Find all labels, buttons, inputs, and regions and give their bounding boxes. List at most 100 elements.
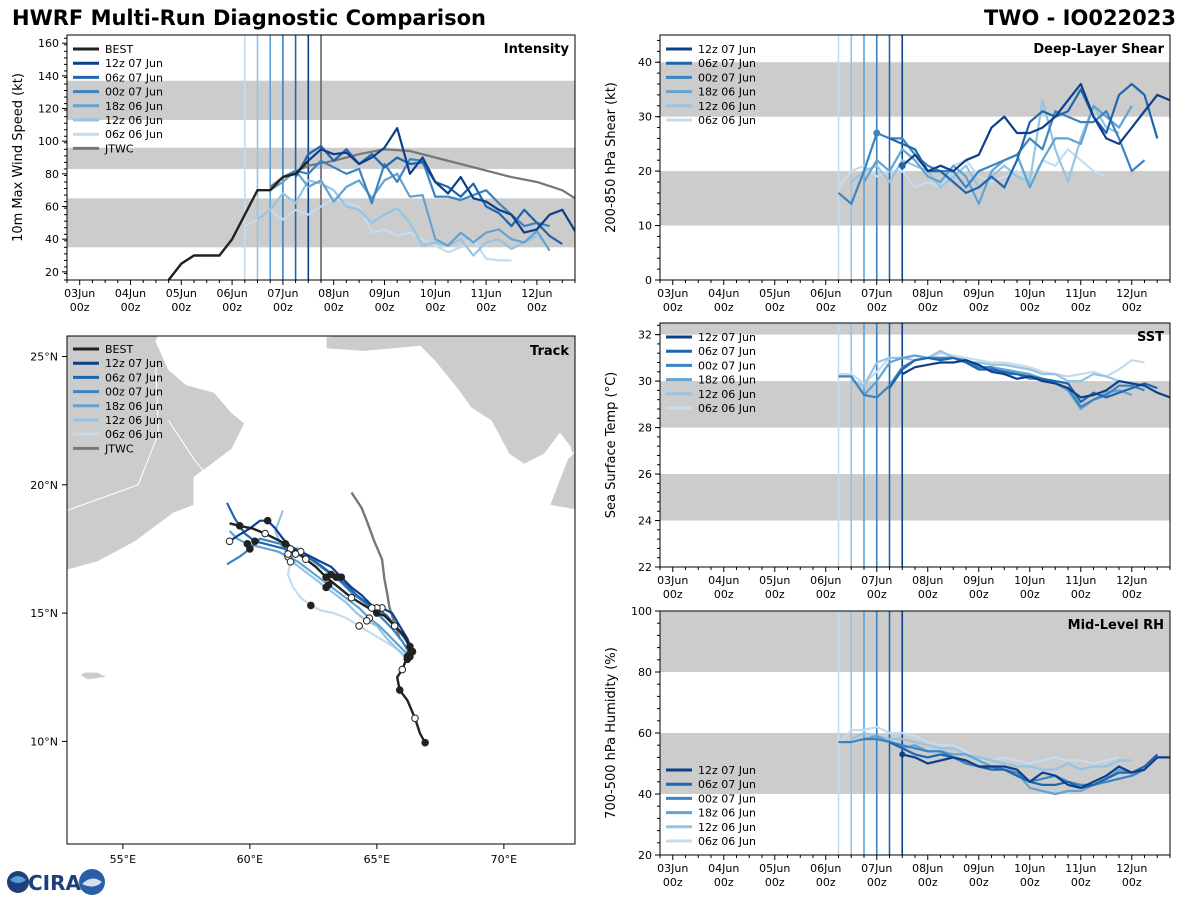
x-tick-label-line2: 00z [1020,301,1040,314]
x-tick-label: 05Jun [759,287,790,300]
shaded-band [660,323,1170,335]
init-marker [873,129,881,137]
x-tick-label-line2: 00z [1071,876,1091,889]
x-tick-label: 06Jun [217,287,248,300]
best-track-marker [347,593,356,602]
series-line [244,197,512,262]
forecast-track [228,519,414,652]
best-track-marker [421,738,429,747]
legend-label: 06z 07 Jun [105,371,163,384]
track-marker [291,550,300,558]
map-area [67,336,575,844]
x-tick-label-line2: 00z [969,301,989,314]
legend-label: 00z 07 Jun [105,386,163,399]
best-track-marker [322,573,330,581]
track-marker [322,583,330,592]
series-line [850,731,1132,771]
legend-label: 12z 07 Jun [105,57,163,70]
track-marker [284,550,292,558]
y-tick-label: 100 [38,135,59,148]
y-tick-label: 24 [638,515,652,528]
x-tick-label-line2: 00z [663,588,683,601]
x-tick-label: 04Jun [708,287,739,300]
forecast-track [228,530,411,658]
legend-label: 12z 07 Jun [698,43,756,56]
border-line [67,366,159,511]
x-tick-label: 12Jun [1116,574,1147,587]
x-tick-label-line2: 00z [1020,876,1040,889]
lat-tick-label: 25°N [30,351,58,364]
y-tick-label: 20 [45,266,59,279]
x-tick-label-line2: 00z [527,301,547,314]
panel-shear: 03Jun00z04Jun00z05Jun00z06Jun00z07Jun00z… [604,34,1171,314]
x-tick-label-line2: 00z [663,876,683,889]
series-line [269,169,551,252]
legend-label: 06z 06 Jun [698,835,756,848]
x-tick-label: 06Jun [810,862,841,875]
logo-swirl-icon [10,876,26,883]
x-tick-label-line2: 00z [1122,876,1142,889]
legend-label: 18z 06 Jun [698,86,756,99]
y-axis-label: 10m Max Wind Speed (kt) [11,73,26,242]
track-marker [355,622,363,630]
y-tick-label: 100 [631,605,652,618]
x-tick-label-line2: 00z [121,301,141,314]
x-tick-label: 11Jun [471,287,502,300]
legend-label: 12z 06 Jun [105,414,163,427]
logo-text: CIRA [28,871,82,895]
x-tick-label: 09Jun [963,287,994,300]
x-tick-label-line2: 00z [1071,301,1091,314]
x-tick-label: 03Jun [657,862,688,875]
y-tick-label: 22 [638,561,652,574]
x-tick-label-line2: 00z [425,301,445,314]
y-tick-label: 0 [645,274,652,287]
x-tick-label-line2: 00z [765,588,785,601]
legend-label: 06z 07 Jun [698,778,756,791]
x-tick-label-line2: 00z [1071,588,1091,601]
x-tick-label: 04Jun [708,574,739,587]
x-tick-label: 12Jun [521,287,552,300]
forecast-track [286,545,409,658]
border-line [168,420,205,473]
x-tick-label: 11Jun [1065,574,1096,587]
x-tick-label: 09Jun [963,862,994,875]
legend-label: 00z 07 Jun [698,792,756,805]
track-marker [251,537,259,546]
y-tick-label: 32 [638,329,652,342]
legend-label: 12z 07 Jun [105,357,163,370]
best-track-marker [281,540,290,548]
legend-label: 18z 06 Jun [105,100,163,113]
legend-label: 00z 07 Jun [105,86,163,99]
x-tick-label-line2: 00z [273,301,293,314]
x-tick-label-line2: 00z [918,588,938,601]
legend-label: 18z 06 Jun [698,374,756,387]
x-tick-label: 04Jun [708,862,739,875]
x-tick-label: 10Jun [1014,287,1045,300]
panel-title: Mid-Level RH [1068,618,1164,633]
y-tick-label: 20 [638,165,652,178]
shaded-band [660,474,1170,521]
x-tick-label: 09Jun [369,287,400,300]
lat-tick-label: 15°N [30,607,58,620]
track-marker [362,616,371,625]
panel-sst: 03Jun00z04Jun00z05Jun00z06Jun00z07Jun00z… [604,322,1171,601]
plot-area [660,35,1170,280]
track-marker [225,537,234,546]
legend-label: 00z 07 Jun [698,71,756,84]
chart-title: HWRF Multi-Run Diagnostic Comparison [12,6,487,30]
x-tick-label: 10Jun [1014,574,1045,587]
best-track-marker [373,609,381,617]
land-coast [548,450,575,511]
series-line [850,349,1120,387]
x-tick-label-line2: 00z [375,301,395,314]
x-tick-label-line2: 00z [714,876,734,889]
x-tick-label: 03Jun [64,287,95,300]
y-tick-label: 40 [638,788,652,801]
track-marker [243,540,252,548]
series-line [901,359,1170,399]
y-axis-label: 200-850 hPa Shear (kt) [604,82,619,233]
panel-title: Track [530,344,569,359]
y-tick-label: 30 [638,111,652,124]
land-socotra [78,671,110,681]
lon-tick-label: 55°E [110,853,136,866]
